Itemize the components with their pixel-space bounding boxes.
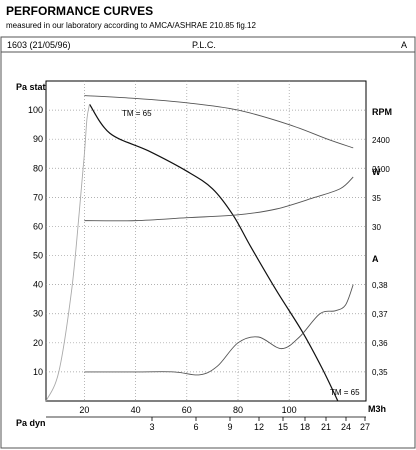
x-tick-label: 60 xyxy=(182,405,192,415)
pa-dyn-tick-label: 27 xyxy=(360,422,370,432)
x-tick-label: 100 xyxy=(282,405,297,415)
pa-dyn-axis-title: Pa dyn xyxy=(16,418,46,428)
x-tick-label: 80 xyxy=(233,405,243,415)
y-tick-label: 70 xyxy=(33,192,43,202)
series-layer xyxy=(45,95,354,402)
pa-dyn-tick-label: 12 xyxy=(254,422,264,432)
grid xyxy=(46,81,366,401)
annotation-tm-bottom: TM = 65 xyxy=(330,388,360,397)
right-tick-a-037: 0,37 xyxy=(372,310,388,319)
series-line-rpm xyxy=(84,95,354,149)
pa-dyn-tick-label: 9 xyxy=(227,422,232,432)
y-tick-label: 30 xyxy=(33,309,43,319)
right-tick-rpm-2100: 2100 xyxy=(372,165,390,174)
pa-dyn-tick-label: 15 xyxy=(278,422,288,432)
right-tick-a-038: 0,38 xyxy=(372,281,388,290)
tick-layer: 10 20 30 40 50 60 70 80 90 100 20 40 60 80 100 3 6 9 12 15 1… xyxy=(28,105,370,432)
series-line-power xyxy=(84,176,354,222)
right-axis-title-w: W xyxy=(372,167,381,177)
page-subtitle: measured in our laboratory according to … xyxy=(6,21,256,30)
right-tick-w-35: 35 xyxy=(372,194,381,203)
series-line-dynamic xyxy=(45,104,90,402)
plot-area xyxy=(45,80,367,402)
right-tick-w-30: 30 xyxy=(372,223,381,232)
right-axis-title-a: A xyxy=(372,254,379,264)
chart-id-label: 1603 (21/05/96) xyxy=(7,40,71,50)
y-tick-label: 60 xyxy=(33,221,43,231)
chart-variant-label: A xyxy=(401,40,407,50)
y-tick-label: 20 xyxy=(33,338,43,348)
chart-model-label: P.L.C. xyxy=(192,40,216,50)
left-axis-title: Pa stat xyxy=(16,82,46,92)
pa-dyn-tick-label: 3 xyxy=(149,422,154,432)
series-line-current xyxy=(84,284,354,376)
y-tick-label: 50 xyxy=(33,251,43,261)
y-tick-label: 90 xyxy=(33,134,43,144)
annotation-tm-top: TM = 65 xyxy=(122,109,152,118)
chart-frame xyxy=(0,36,416,449)
y-tick-label: 80 xyxy=(33,163,43,173)
x-tick-label: 20 xyxy=(79,405,89,415)
y-tick-label: 100 xyxy=(28,105,43,115)
series-line-pressure xyxy=(89,103,339,402)
right-tick-a-036: 0,36 xyxy=(372,339,388,348)
pa-dyn-tick-label: 18 xyxy=(300,422,310,432)
pa-dyn-tick-label: 21 xyxy=(321,422,331,432)
right-tick-a-035: 0,35 xyxy=(372,368,388,377)
x-axis-title: M3h xyxy=(368,404,386,414)
x-tick-label: 40 xyxy=(131,405,141,415)
page-title: PERFORMANCE CURVES xyxy=(6,4,154,18)
y-tick-label: 40 xyxy=(33,280,43,290)
right-axis-title-rpm: RPM xyxy=(372,107,392,117)
y-tick-label: 10 xyxy=(33,367,43,377)
pa-dyn-tick-label: 24 xyxy=(341,422,351,432)
pa-dyn-tick-label: 6 xyxy=(193,422,198,432)
right-tick-rpm-2400: 2400 xyxy=(372,136,390,145)
